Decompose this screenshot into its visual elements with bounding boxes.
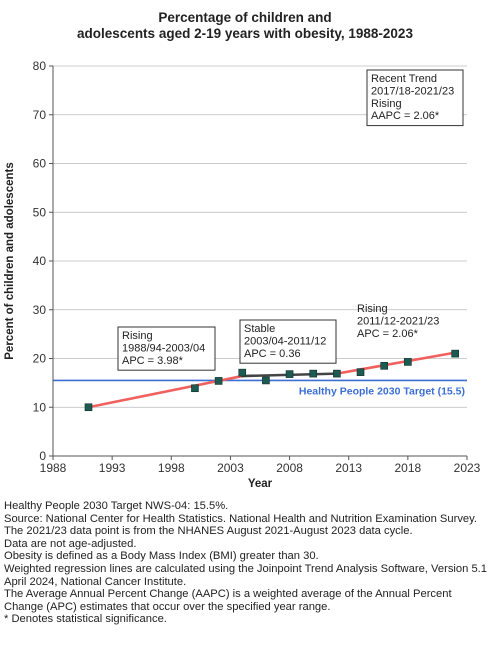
- annotation-line: 2017/18-2021/23: [371, 85, 454, 97]
- annotation-line: AAPC = 2.06*: [371, 110, 440, 122]
- x-tick-label: 2018: [395, 461, 422, 475]
- data-points: [84, 349, 459, 412]
- data-point: [333, 369, 341, 378]
- footnotes: Healthy People 2030 Target NWS-04: 15.5%…: [4, 500, 488, 626]
- footnote-significance: * Denotes statistical significance.: [4, 613, 167, 626]
- annotation-line: Rising: [122, 330, 153, 342]
- x-tick-label: 2023: [454, 461, 481, 475]
- annotation-box: [366, 69, 464, 127]
- annotation-box: [117, 326, 216, 371]
- chart-title-line-2: adolescents aged 2-19 years with obesity…: [77, 26, 413, 41]
- annotation-line: APC = 2.06*: [357, 328, 419, 340]
- data-point: [309, 369, 318, 378]
- data-point: [404, 358, 412, 366]
- obesity-trend-chart: Percentage of children and adolescents a…: [4, 10, 481, 490]
- x-tick-label: 1988: [40, 461, 67, 475]
- data-point: [451, 349, 459, 358]
- footnote-bmi: Obesity is defined as a Body Mass Index …: [4, 550, 319, 563]
- y-tick-label: 20: [33, 352, 47, 366]
- annotation-line: Rising: [371, 98, 402, 110]
- chart-title-line-1: Percentage of children and: [158, 10, 331, 25]
- axes: 0 10 20 30 40 50 60 70 80 1988 1993 1998 2003 2008 201…: [33, 59, 481, 475]
- x-tick-label: 1998: [158, 461, 185, 475]
- annotation-line: 2003/04-2011/12: [244, 335, 326, 347]
- annotation-box: [239, 319, 337, 364]
- y-tick-label: 40: [33, 254, 47, 268]
- data-point: [238, 368, 247, 377]
- y-tick-label: 10: [33, 400, 47, 414]
- annotation-line: Recent Trend: [371, 73, 437, 85]
- trend-segment: [335, 351, 457, 375]
- footnote-data-cycle: The 2021/23 data point is from the NHANE…: [4, 525, 413, 538]
- data-point: [380, 362, 389, 370]
- footnote-aapc: The Average Annual Percent Change (AAPC)…: [4, 588, 452, 613]
- footnote-target: Healthy People 2030 Target NWS-04: 15.5%…: [4, 500, 229, 512]
- y-axis-label: Percent of children and adolescents: [4, 162, 16, 359]
- x-tick-label: 1993: [99, 461, 126, 475]
- x-tick-label: 2003: [217, 461, 244, 475]
- annotation-line: APC = 0.36: [244, 348, 301, 360]
- x-tick-label: 2008: [276, 461, 303, 475]
- data-point: [356, 368, 365, 376]
- data-point: [84, 403, 93, 412]
- target-line-label: Healthy People 2030 Target (15.5): [299, 385, 465, 397]
- annotation-line: Stable: [244, 323, 275, 335]
- annotation-line: 2011/12-2021/23: [357, 315, 439, 327]
- y-tick-label: 0: [39, 449, 46, 463]
- y-tick-label: 50: [33, 205, 47, 219]
- data-point: [262, 376, 270, 385]
- annotation-line: 1988/94-2003/04: [122, 342, 205, 354]
- annotation-line: Rising: [357, 303, 388, 315]
- target-layer: Healthy People 2030 Target (15.5): [53, 379, 467, 397]
- y-tick-label: 30: [33, 303, 47, 317]
- data-point: [191, 384, 199, 393]
- y-tick-label: 60: [33, 157, 47, 171]
- x-axis-label: Year: [248, 478, 273, 490]
- footnote-source: Source: National Center for Health Stati…: [4, 512, 478, 525]
- data-point: [285, 370, 294, 378]
- y-tick-label: 70: [33, 108, 47, 122]
- data-point: [214, 377, 223, 385]
- footnote-regression: Weighted regression lines are calculated…: [4, 562, 487, 588]
- y-tick-label: 80: [33, 59, 47, 73]
- footnote-age-adjusted: Data are not age-adjusted.: [4, 537, 137, 550]
- x-tick-label: 2013: [335, 461, 362, 475]
- annotation-line: APC = 3.98*: [122, 355, 184, 367]
